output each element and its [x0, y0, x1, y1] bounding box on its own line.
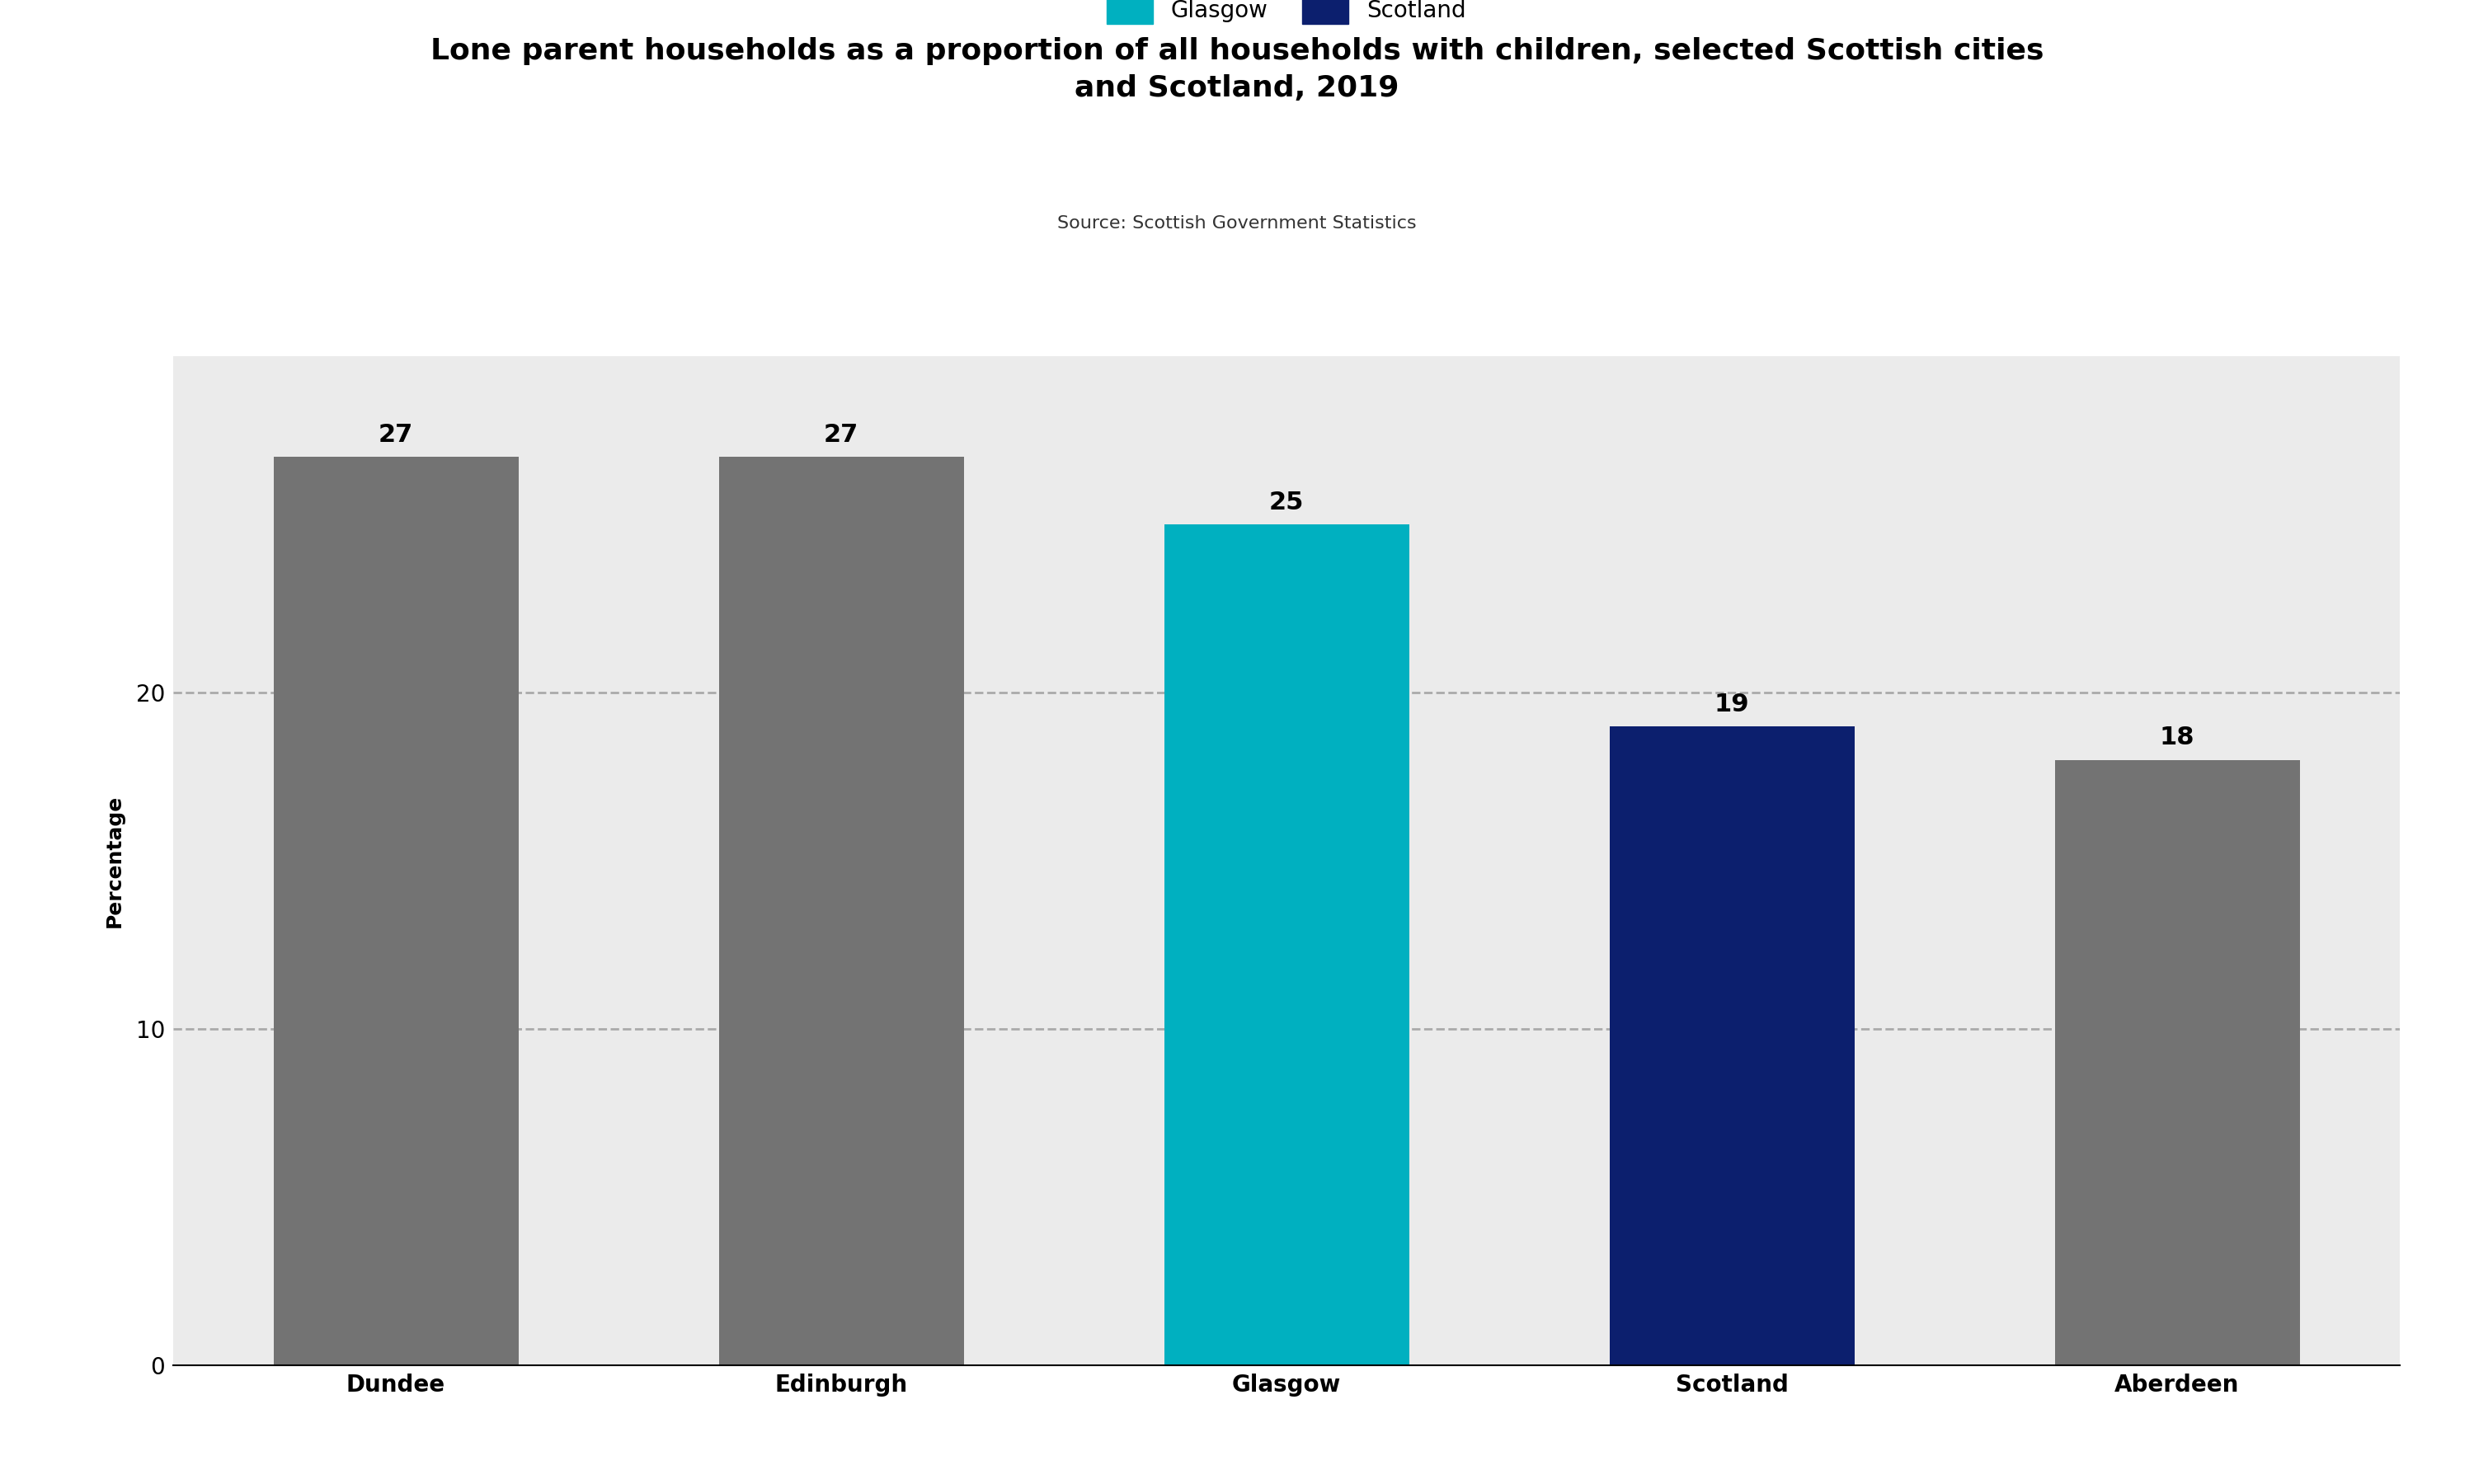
Legend: Glasgow, Scotland: Glasgow, Scotland	[1096, 0, 1477, 36]
Bar	[1608, 726, 1856, 1365]
Y-axis label: Percentage: Percentage	[104, 794, 124, 928]
Bar	[717, 457, 965, 1365]
Text: Source: Scottish Government Statistics: Source: Scottish Government Statistics	[1056, 215, 1418, 232]
Bar	[1163, 524, 1410, 1365]
Bar	[2053, 760, 2301, 1365]
Text: 18: 18	[2160, 726, 2194, 749]
Text: 19: 19	[1714, 692, 1749, 717]
Text: 27: 27	[379, 423, 413, 447]
Text: Lone parent households as a proportion of all households with children, selected: Lone parent households as a proportion o…	[430, 37, 2044, 102]
Bar	[272, 457, 520, 1365]
Text: 25: 25	[1269, 490, 1304, 515]
Text: 27: 27	[824, 423, 858, 447]
